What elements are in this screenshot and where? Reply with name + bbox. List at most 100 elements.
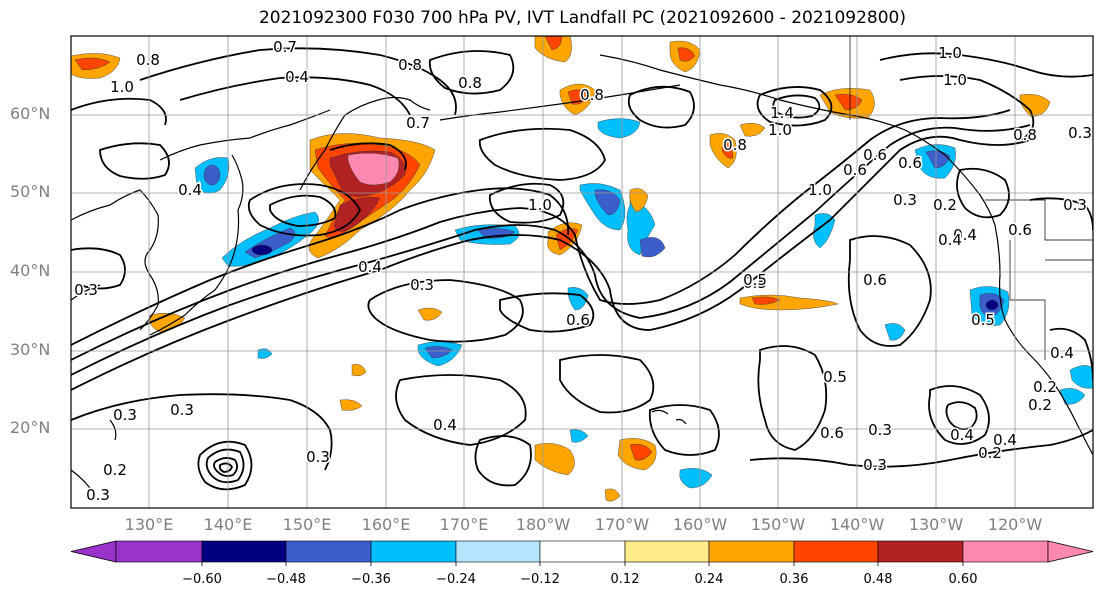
colorbar-tick-label: 0.12	[610, 572, 640, 587]
pv-shade	[751, 296, 781, 305]
pv-shade	[339, 399, 363, 411]
pv-shade	[251, 244, 273, 256]
ivt-contour	[749, 429, 1093, 468]
ivt-contour	[139, 47, 457, 116]
contour-label: 0.4	[953, 226, 977, 244]
colorbar-tick-label: −0.24	[436, 572, 476, 587]
longitude-label: 170°W	[594, 515, 650, 534]
colorbar-tick-label: −0.12	[520, 572, 560, 587]
ivt-contour	[205, 448, 245, 484]
latitude-label: 40°N	[10, 261, 51, 280]
latitude-label: 30°N	[10, 340, 51, 359]
pv-shade	[639, 237, 666, 258]
longitude-label: 140°E	[203, 515, 253, 534]
longitude-label: 150°W	[750, 515, 806, 534]
longitude-label: 160°W	[672, 515, 728, 534]
contour-label: 0.3	[113, 406, 137, 424]
colorbar-tick-label: −0.48	[266, 572, 306, 587]
contour-label: 0.5	[743, 274, 767, 292]
pv-shade	[677, 47, 696, 62]
contour-label: 0.3	[306, 448, 330, 466]
coastline	[299, 96, 431, 191]
contour-label: 0.8	[723, 136, 747, 154]
contour-label: 0.8	[1013, 126, 1037, 144]
contour-label: 0.4	[950, 426, 974, 444]
pv-shade	[351, 364, 367, 377]
longitude-label: 120°W	[987, 515, 1043, 534]
colorbar-segment	[539, 540, 626, 563]
ivt-contour	[757, 345, 828, 451]
pv-shade	[626, 199, 656, 256]
map-title: 2021092300 F030 700 hPa PV, IVT Landfall…	[258, 8, 906, 28]
colorbar-segment	[962, 540, 1049, 563]
contour-label: 1.0	[943, 71, 967, 89]
ivt-contour	[71, 124, 1031, 376]
ivt-contour	[1029, 197, 1093, 231]
contour-label: 0.4	[178, 181, 202, 199]
pv-shade	[569, 429, 589, 443]
contour-label: 0.8	[398, 56, 422, 74]
coastline	[71, 419, 117, 496]
pv-shade	[534, 443, 575, 476]
pv-shade	[925, 150, 951, 169]
coastline	[149, 154, 244, 336]
contour-label: 0.2	[978, 444, 1002, 462]
colorbar-tick-label: 0.36	[779, 572, 809, 587]
pv-shade	[424, 346, 453, 359]
contour-label: 0.6	[820, 424, 844, 442]
ivt-contour	[1049, 327, 1093, 381]
ivt-contour	[499, 292, 595, 333]
contour-label: 0.8	[458, 74, 482, 92]
colorbar-tick-label: 0.60	[948, 572, 978, 587]
longitude-label: 180°W	[515, 515, 571, 534]
ivt-contour	[488, 182, 565, 224]
ivt-contour	[213, 457, 238, 477]
pv-shade	[739, 122, 766, 137]
coastline	[159, 109, 331, 161]
pv-shade	[203, 164, 221, 186]
ivt-contour	[179, 76, 411, 116]
longitude-label: 160°E	[361, 515, 411, 534]
contour-label: 0.3	[868, 421, 892, 439]
contour-label: 1.0	[938, 44, 962, 62]
ivt-contour	[71, 393, 333, 471]
contour-label: 0.4	[358, 258, 382, 276]
colorbar-segment	[201, 540, 287, 563]
ivt-contour	[428, 50, 515, 95]
contour-label: 0.5	[971, 311, 995, 329]
contour-label: 0.6	[863, 146, 887, 164]
pv-shade	[813, 213, 836, 249]
pv-shade	[721, 139, 734, 159]
contour-label: 0.3	[863, 456, 887, 474]
contour-label: 1.0	[768, 121, 792, 139]
colorbar-tick-label: 0.24	[694, 572, 724, 587]
pv-shade	[567, 287, 589, 311]
pv-shade	[597, 118, 641, 139]
contour-label: 0.3	[893, 191, 917, 209]
ivt-contour	[71, 109, 1011, 361]
colorbar-arrow-right	[1047, 540, 1094, 563]
contour-label: 0.6	[898, 154, 922, 172]
colorbar-segment	[793, 540, 879, 563]
ivt-contour	[478, 127, 606, 181]
colorbar-tick-label: −0.36	[351, 572, 391, 587]
colorbar-segment	[624, 540, 710, 563]
contour-label: 0.8	[136, 51, 160, 69]
pv-shading	[71, 36, 1093, 502]
contour-label: 0.6	[863, 271, 887, 289]
ivt-contour	[956, 167, 1010, 219]
contour-label: 1.4	[770, 104, 794, 122]
contour-label: 0.3	[170, 401, 194, 419]
coastline	[651, 409, 687, 425]
contour-label: 0.5	[823, 368, 847, 386]
colorbar-segment	[285, 540, 372, 563]
ivt-contour	[648, 404, 720, 456]
ivt-contour	[847, 235, 932, 347]
contour-label: 1.0	[528, 196, 552, 214]
contour-label: 0.7	[406, 114, 430, 132]
ivt-contour	[395, 374, 527, 446]
colorbar-segment	[708, 540, 795, 563]
pv-shade	[1069, 365, 1093, 389]
gridlines	[71, 36, 1093, 508]
